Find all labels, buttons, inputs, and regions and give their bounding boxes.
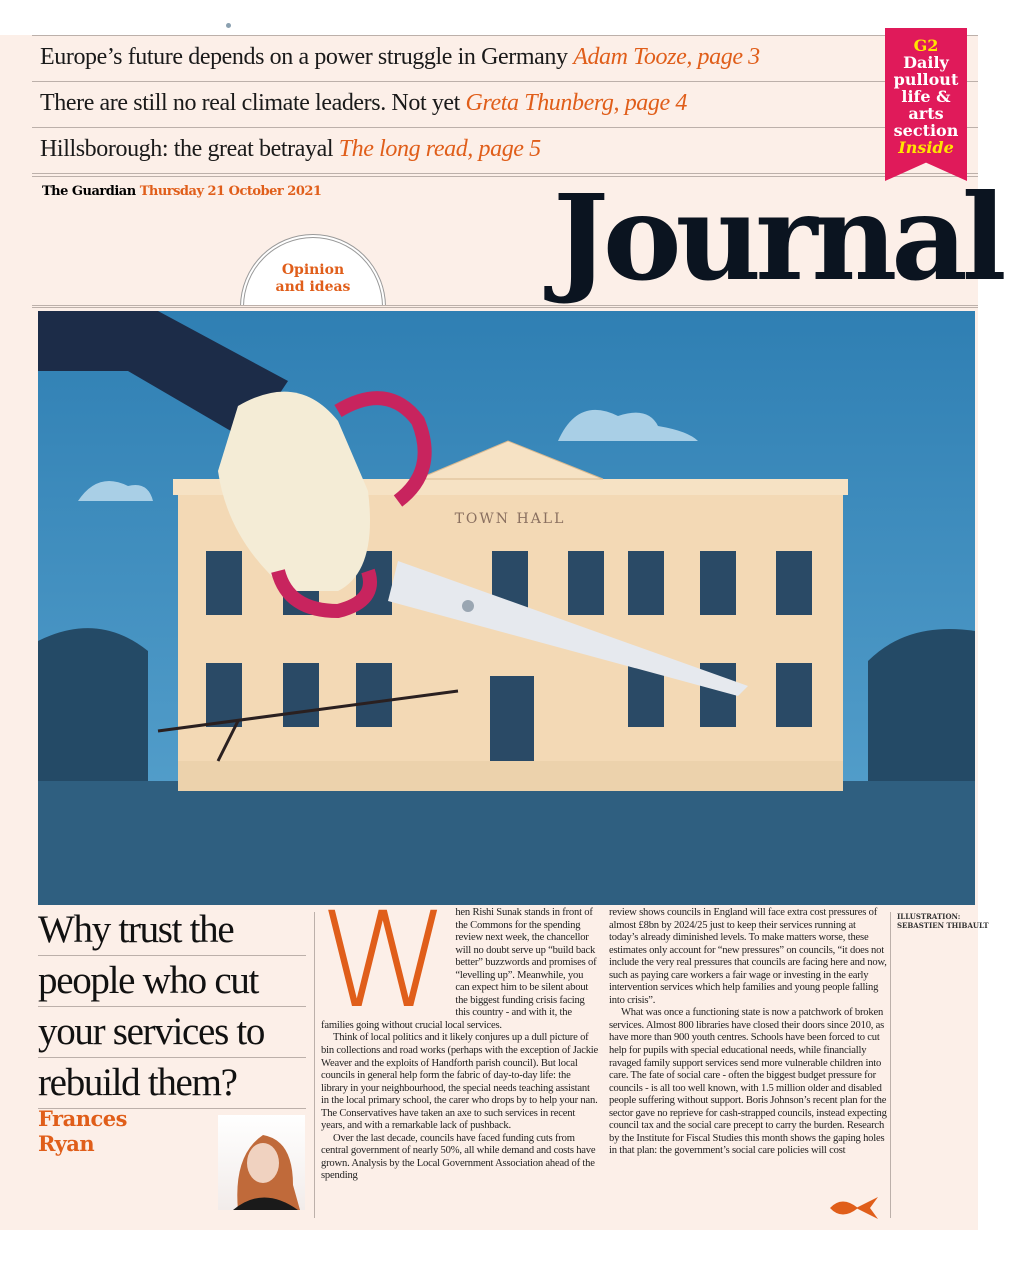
masthead: Journal xyxy=(553,168,1007,307)
article-headline: Why trust the people who cut your servic… xyxy=(38,905,306,1109)
column-rule xyxy=(314,912,315,1218)
teaser-text: Hillsborough: the great betrayal xyxy=(40,136,334,162)
illustration-credit: ILLUSTRATION: SEBASTIEN THIBAULT xyxy=(897,912,989,930)
scissor-handle xyxy=(271,568,377,619)
steps xyxy=(178,761,843,791)
headline-line: your services to xyxy=(38,1007,306,1058)
teaser-2[interactable]: There are still no real climate leaders.… xyxy=(40,90,687,117)
dot-mark xyxy=(226,23,231,28)
cloud xyxy=(78,481,153,501)
ribbon-line: section xyxy=(893,121,959,140)
divider xyxy=(32,173,978,174)
divider xyxy=(32,81,978,82)
divider xyxy=(32,307,978,308)
tree-left xyxy=(38,628,148,811)
scissor-pivot xyxy=(462,600,474,612)
ribbon-g2: G2 xyxy=(913,36,939,55)
credit-label: ILLUSTRATION: xyxy=(897,912,961,921)
ribbon-line: life & xyxy=(901,87,951,106)
author-photo xyxy=(218,1115,305,1210)
suit-sleeve xyxy=(38,311,288,441)
badge-line: and ideas xyxy=(275,279,351,295)
divider xyxy=(32,176,978,177)
paper-name: The Guardian xyxy=(42,184,136,199)
scissor-handle xyxy=(334,391,432,507)
column-rule xyxy=(890,912,891,1218)
byline[interactable]: Frances Ryan xyxy=(38,1106,127,1156)
ribbon-line: Daily xyxy=(903,53,949,72)
dateline: The Guardian Thursday 21 October 2021 xyxy=(42,184,322,199)
issue-date: Thursday 21 October 2021 xyxy=(139,184,322,199)
ribbon-line: arts xyxy=(908,104,944,123)
ground xyxy=(38,781,975,905)
headline-line: rebuild them? xyxy=(38,1058,306,1109)
teaser-text: Europe’s future depends on a power strug… xyxy=(40,44,568,70)
section-badge[interactable]: Opinion and ideas xyxy=(246,240,380,306)
ribbon-inside: Inside xyxy=(898,138,954,157)
paragraph: Over the last decade, councils have face… xyxy=(321,1132,596,1182)
author-first: Frances xyxy=(38,1106,127,1131)
turn-arrow-icon xyxy=(830,1197,878,1219)
article-column-2: review shows councils in England will fa… xyxy=(609,907,887,1158)
g2-ribbon[interactable]: G2 Daily pullout life & arts section Ins… xyxy=(885,28,967,181)
teaser-3[interactable]: Hillsborough: the great betrayal The lon… xyxy=(40,136,541,163)
pediment xyxy=(417,440,604,480)
divider xyxy=(32,305,978,306)
teaser-ref: The long read, page 5 xyxy=(338,136,541,162)
teaser-ref: Greta Thunberg, page 4 xyxy=(465,90,688,116)
paragraph: review shows councils in England will fa… xyxy=(609,907,887,1006)
ribbon-line: pullout xyxy=(893,70,959,89)
credit-name: SEBASTIEN THIBAULT xyxy=(897,921,989,930)
tree-right xyxy=(868,629,975,811)
section-badge-wrap: Opinion and ideas xyxy=(230,225,400,306)
branch xyxy=(157,689,459,762)
teaser-1[interactable]: Europe’s future depends on a power strug… xyxy=(40,44,760,71)
headline-line: people who cut xyxy=(38,956,306,1007)
badge-line: Opinion xyxy=(281,262,345,278)
drop-cap: W xyxy=(319,884,450,1038)
author-last: Ryan xyxy=(38,1131,95,1156)
divider xyxy=(32,35,978,36)
town-hall-sign: TOWN HALL xyxy=(455,511,566,527)
paragraph: hen Rishi Sunak stands in front of the C… xyxy=(321,907,597,1031)
hand xyxy=(218,391,370,591)
scissor-blade xyxy=(388,561,748,696)
cloud xyxy=(558,409,698,441)
headline-line: Why trust the xyxy=(38,905,306,956)
divider xyxy=(32,127,978,128)
paragraph: What was once a functioning state is now… xyxy=(609,1007,887,1157)
teaser-text: There are still no real climate leaders.… xyxy=(40,90,460,116)
paragraph: Think of local politics and it likely co… xyxy=(321,1032,599,1132)
illustration: TOWN HALL xyxy=(38,311,975,905)
teaser-ref: Adam Tooze, page 3 xyxy=(573,44,760,70)
